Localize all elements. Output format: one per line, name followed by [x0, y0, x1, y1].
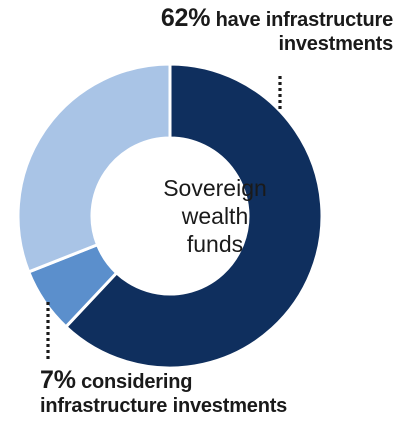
- center-label: Sovereign wealth funds: [145, 174, 285, 258]
- annotation-62-text-2: investments: [278, 33, 393, 55]
- annotation-7-text-1: considering: [81, 371, 193, 393]
- annotation-62-text-1: have infrastructure: [215, 9, 394, 31]
- center-label-line-2: wealth: [181, 203, 249, 229]
- donut-hole: [92, 138, 248, 294]
- center-label-line-1: Sovereign: [163, 175, 267, 201]
- annotation-7-text-2: infrastructure investments: [40, 395, 288, 417]
- annotation-7: 7% considering infrastructure investment…: [40, 368, 287, 418]
- donut-slices: [16, 62, 324, 370]
- annotation-7-line-1: 7% considering: [40, 368, 287, 394]
- annotation-62-line-1: 62% have infrastructure: [161, 6, 393, 32]
- annotation-7-percent: 7%: [40, 366, 76, 394]
- annotation-62: 62% have infrastructure investments: [161, 6, 393, 56]
- center-label-line-3: funds: [186, 231, 244, 257]
- annotation-62-percent: 62%: [160, 4, 211, 32]
